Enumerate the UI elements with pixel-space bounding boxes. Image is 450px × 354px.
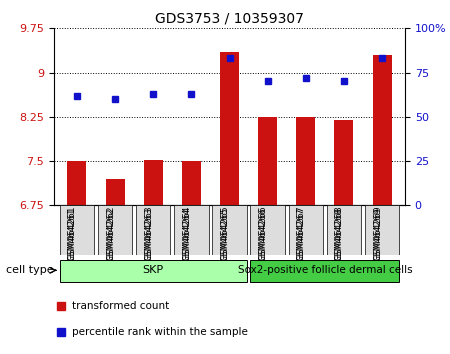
FancyBboxPatch shape	[288, 205, 323, 255]
Text: transformed count: transformed count	[72, 301, 169, 311]
Text: GSM464267: GSM464267	[297, 205, 306, 260]
Bar	[220, 52, 239, 205]
Text: SKP: SKP	[143, 265, 164, 275]
Text: GSM464261: GSM464261	[68, 205, 77, 260]
FancyBboxPatch shape	[60, 260, 247, 282]
FancyBboxPatch shape	[174, 205, 208, 255]
FancyBboxPatch shape	[365, 205, 399, 255]
FancyBboxPatch shape	[327, 205, 361, 255]
Text: GSM464265: GSM464265	[220, 205, 230, 260]
Text: GSM464269: GSM464269	[373, 208, 382, 262]
Bar	[144, 160, 163, 205]
Text: GSM464269: GSM464269	[373, 205, 382, 260]
FancyBboxPatch shape	[98, 205, 132, 255]
Text: GSM464267: GSM464267	[297, 208, 306, 262]
Text: GSM464268: GSM464268	[335, 205, 344, 260]
FancyBboxPatch shape	[251, 205, 285, 255]
Bar	[182, 161, 201, 205]
Text: GSM464266: GSM464266	[259, 208, 268, 262]
Bar	[373, 55, 392, 205]
Text: GSM464264: GSM464264	[182, 208, 191, 262]
Bar	[296, 117, 315, 205]
Text: GSM464263: GSM464263	[144, 205, 153, 260]
Text: percentile rank within the sample: percentile rank within the sample	[72, 327, 248, 337]
Bar	[258, 117, 277, 205]
FancyBboxPatch shape	[60, 205, 94, 255]
Text: GSM464262: GSM464262	[106, 208, 115, 262]
Text: GSM464263: GSM464263	[144, 208, 153, 262]
Text: GSM464265: GSM464265	[220, 208, 230, 262]
Text: GSM464264: GSM464264	[182, 205, 191, 260]
Bar	[105, 179, 125, 205]
Text: GSM464268: GSM464268	[335, 208, 344, 262]
Text: GSM464266: GSM464266	[259, 205, 268, 260]
Title: GDS3753 / 10359307: GDS3753 / 10359307	[155, 12, 304, 26]
Bar	[334, 120, 354, 205]
FancyBboxPatch shape	[212, 205, 247, 255]
Text: GSM464262: GSM464262	[106, 205, 115, 260]
FancyBboxPatch shape	[136, 205, 171, 255]
FancyBboxPatch shape	[251, 260, 399, 282]
Text: GSM464261: GSM464261	[68, 208, 77, 262]
Text: cell type: cell type	[6, 265, 54, 275]
Bar	[68, 161, 86, 205]
Text: Sox2-positive follicle dermal cells: Sox2-positive follicle dermal cells	[238, 265, 412, 275]
